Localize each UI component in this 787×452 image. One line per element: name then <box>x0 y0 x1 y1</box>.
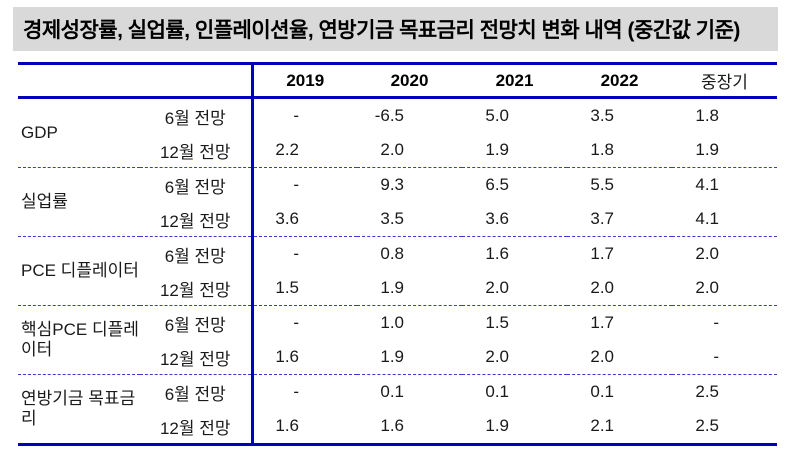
forecast-month-label: 12월 전망 <box>140 133 254 168</box>
value-cell: 2.0 <box>485 278 509 297</box>
value-cell: 2.2 <box>275 140 299 159</box>
table-title-bar: 경제성장률, 실업률, 인플레이션율, 연방기금 목표금리 전망치 변화 내역 … <box>13 7 778 51</box>
value-cell: - <box>252 374 357 409</box>
table-row: PCE 디플레이터 6월 전망 - 0.8 1.6 1.7 2.0 <box>18 236 777 306</box>
value-cell: 0.1 <box>462 374 567 409</box>
value-cell: 1.7 <box>567 305 672 340</box>
forecast-month-label: 12월 전망 <box>140 271 254 306</box>
value-cell: 1.5 <box>462 305 567 340</box>
value-cell: 6.5 <box>462 167 567 202</box>
value-cell: 3.7 <box>590 209 614 228</box>
table-row: 12월 전망 1.5 1.9 2.0 2.0 2.0 <box>18 271 777 306</box>
value-cell: - <box>293 106 299 125</box>
value-cell: 0.8 <box>357 236 462 271</box>
value-cell: 1.6 <box>462 236 567 271</box>
row-group-label-gdp: GDP <box>21 122 58 142</box>
value-cell: 4.1 <box>695 209 719 228</box>
row-group-label-core-pce-deflator: 핵심PCE 디플레이터 <box>18 305 140 375</box>
value-cell: 1.9 <box>485 140 509 159</box>
value-cell: 1.7 <box>567 236 672 271</box>
table-row: GDP 6월 전망 - -6.5 5.0 3.5 1.8 <box>18 97 777 142</box>
year-header-2021: 2021 <box>462 63 567 99</box>
year-header-2022: 2022 <box>567 63 672 99</box>
value-cell: 2.0 <box>380 140 404 159</box>
value-cell: 2.0 <box>485 347 509 366</box>
value-cell: - <box>252 305 357 340</box>
value-cell: -6.5 <box>374 106 404 125</box>
value-cell: - <box>672 305 777 340</box>
value-cell: 1.8 <box>590 140 614 159</box>
table-row: 12월 전망 1.6 1.6 1.9 2.1 2.5 <box>18 409 777 445</box>
row-group-label-pce-deflator: PCE 디플레이터 <box>18 236 140 306</box>
longer-run-header: 중장기 <box>672 63 777 99</box>
value-cell: 1.6 <box>380 416 404 435</box>
value-cell: 2.1 <box>590 416 614 435</box>
value-cell: 1.9 <box>380 278 404 297</box>
forecast-month-label: 6월 전망 <box>140 97 254 133</box>
header-row: 2019 2020 2021 2022 중장기 <box>18 63 777 99</box>
value-cell: 9.3 <box>357 167 462 202</box>
value-cell: 2.0 <box>590 278 614 297</box>
value-cell: 0.1 <box>567 374 672 409</box>
row-group-label-fed-funds-target: 연방기금 목표금리 <box>18 374 140 445</box>
value-cell: 1.0 <box>357 305 462 340</box>
forecast-month-label: 6월 전망 <box>140 374 254 409</box>
table-row: 12월 전망 1.6 1.9 2.0 2.0 - <box>18 340 777 375</box>
value-cell: 2.5 <box>695 416 719 435</box>
year-header-2020: 2020 <box>357 63 462 99</box>
page-title: 경제성장률, 실업률, 인플레이션율, 연방기금 목표금리 전망치 변화 내역 … <box>23 19 740 42</box>
table-row: 12월 전망 2.2 2.0 1.9 1.8 1.9 <box>18 133 777 168</box>
value-cell: - <box>252 236 357 271</box>
value-cell: 2.0 <box>695 278 719 297</box>
forecast-month-label: 12월 전망 <box>140 409 254 445</box>
value-cell: 2.5 <box>672 374 777 409</box>
year-header-2019: 2019 <box>252 63 357 99</box>
value-cell: 1.9 <box>380 347 404 366</box>
value-cell: 2.0 <box>590 347 614 366</box>
value-cell: 3.6 <box>485 209 509 228</box>
value-cell: 2.0 <box>672 236 777 271</box>
table-row: 연방기금 목표금리 6월 전망 - 0.1 0.1 0.1 2.5 <box>18 374 777 445</box>
forecast-table: 2019 2020 2021 2022 중장기 GDP 6월 전망 - -6.5… <box>18 62 777 446</box>
value-cell: 1.9 <box>485 416 509 435</box>
value-cell: 4.1 <box>672 167 777 202</box>
forecast-month-label: 6월 전망 <box>140 167 254 202</box>
value-cell: 3.5 <box>380 209 404 228</box>
table-row: 핵심PCE 디플레이터 6월 전망 - 1.0 1.5 1.7 - <box>18 305 777 375</box>
value-cell: 5.5 <box>567 167 672 202</box>
forecast-month-label: 12월 전망 <box>140 340 254 375</box>
forecast-month-label: 12월 전망 <box>140 202 254 237</box>
forecast-month-label: 6월 전망 <box>140 305 254 340</box>
table-row: 실업률 6월 전망 - 9.3 6.5 5.5 4.1 <box>18 167 777 237</box>
value-cell: - <box>252 167 357 202</box>
value-cell: 1.5 <box>275 278 299 297</box>
value-cell: 0.1 <box>357 374 462 409</box>
corner-cell <box>18 63 254 99</box>
value-cell: 5.0 <box>485 106 509 125</box>
value-cell: 1.6 <box>275 416 299 435</box>
value-cell: 1.6 <box>275 347 299 366</box>
value-cell: 3.5 <box>590 106 614 125</box>
value-cell: - <box>713 347 719 366</box>
table-row: 12월 전망 3.6 3.5 3.6 3.7 4.1 <box>18 202 777 237</box>
value-cell: 1.9 <box>695 140 719 159</box>
value-cell: 1.8 <box>695 106 719 125</box>
row-group-label-unemployment: 실업률 <box>18 167 140 237</box>
value-cell: 3.6 <box>275 209 299 228</box>
forecast-month-label: 6월 전망 <box>140 236 254 271</box>
